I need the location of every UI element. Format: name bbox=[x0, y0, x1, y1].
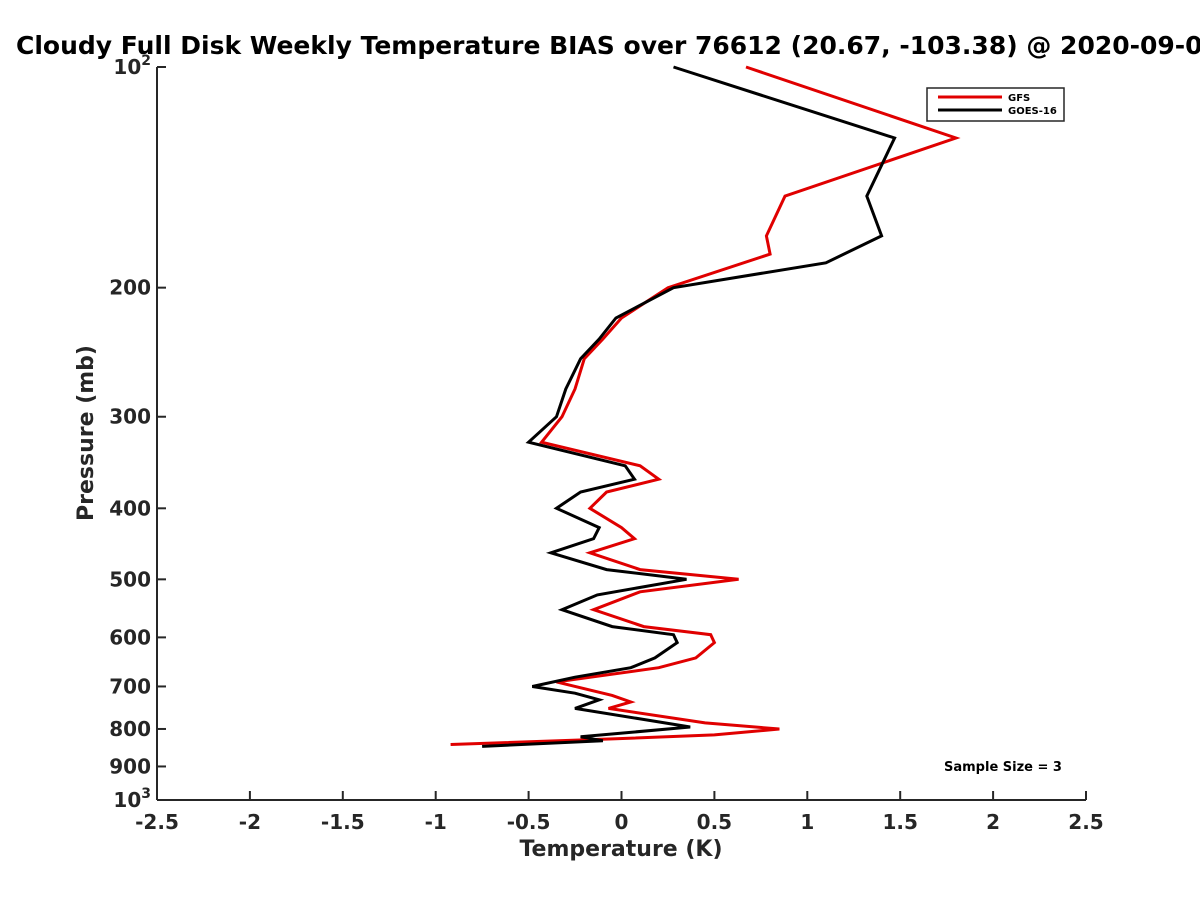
y-tick-label: 200 bbox=[109, 276, 151, 300]
x-tick-label: 0 bbox=[615, 810, 629, 834]
chart-title: Cloudy Full Disk Weekly Temperature BIAS… bbox=[16, 31, 1200, 60]
y-tick-label: 700 bbox=[109, 674, 151, 698]
x-tick-label: 2.5 bbox=[1068, 810, 1103, 834]
y-tick-label: 600 bbox=[109, 625, 151, 649]
x-tick-label: 1 bbox=[800, 810, 814, 834]
y-tick-label: 400 bbox=[109, 496, 151, 520]
x-tick-label: -2.5 bbox=[135, 810, 179, 834]
legend: GFS GOES-16 bbox=[926, 87, 1065, 122]
x-tick-label: 0.5 bbox=[697, 810, 732, 834]
legend-label: GFS bbox=[1008, 93, 1030, 104]
x-tick-label: 2 bbox=[986, 810, 1000, 834]
y-tick-label: 500 bbox=[109, 567, 151, 591]
x-tick-label: -1 bbox=[425, 810, 447, 834]
legend-box bbox=[926, 87, 1065, 122]
y-tick-label: 102 bbox=[113, 53, 151, 79]
series-line-goes-16 bbox=[482, 65, 897, 748]
x-tick-label: 1.5 bbox=[882, 810, 917, 834]
y-tick-label: 900 bbox=[109, 754, 151, 778]
sample-size-annotation: Sample Size = 3 bbox=[944, 760, 1062, 775]
series-line-gfs bbox=[450, 65, 961, 746]
x-tick-label: -1.5 bbox=[321, 810, 365, 834]
legend-label: GOES-16 bbox=[1008, 106, 1057, 117]
x-axis-label: Temperature (K) bbox=[519, 837, 722, 862]
y-tick-label: 300 bbox=[109, 405, 151, 429]
x-tick-label: -0.5 bbox=[507, 810, 551, 834]
plot-area: -2.5 -2 -1.5 -1 -0.5 0 0.5 1 1.5 2 2.5 102 200 300 400… bbox=[109, 53, 1103, 834]
x-tick-label: -2 bbox=[239, 810, 261, 834]
y-tick-label: 800 bbox=[109, 717, 151, 741]
y-tick-label: 103 bbox=[113, 786, 151, 812]
y-axis-label: Pressure (mb) bbox=[74, 345, 99, 521]
